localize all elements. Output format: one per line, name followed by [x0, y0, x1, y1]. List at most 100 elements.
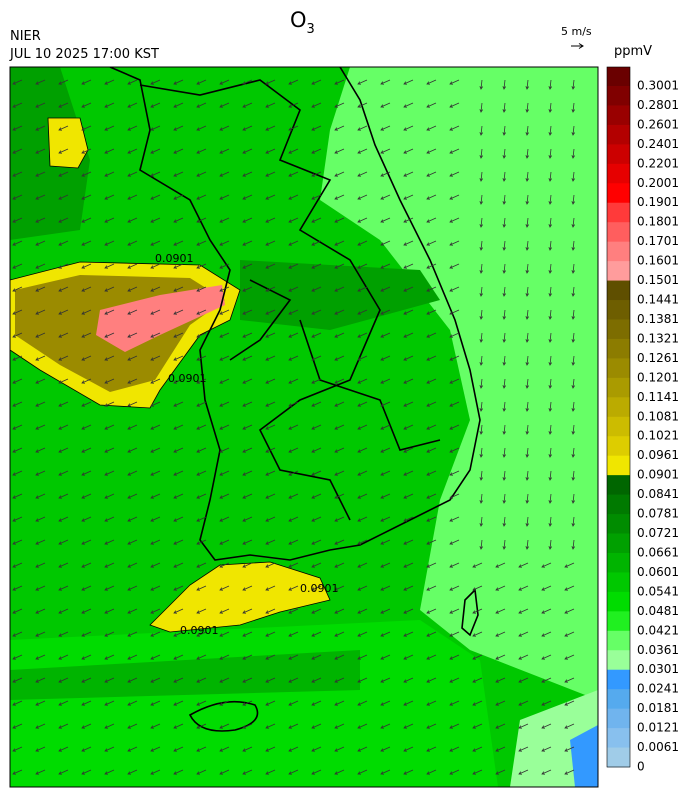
wind-arrow: [472, 585, 483, 591]
wind-arrow: [35, 217, 46, 223]
colorbar-label: 0.1081: [637, 409, 679, 423]
wind-scale-arrow: [571, 43, 584, 49]
wind-arrow: [35, 401, 46, 407]
wind-arrow: [219, 194, 230, 200]
wind-arrow: [403, 677, 414, 683]
wind-arrow: [12, 516, 23, 522]
wind-arrow: [173, 631, 184, 637]
wind-arrow: [265, 194, 276, 200]
wind-arrow: [311, 332, 322, 338]
wind-arrow: [495, 631, 506, 637]
wind-arrow: [127, 171, 138, 177]
wind-arrows: [12, 79, 576, 775]
wind-arrow: [479, 516, 484, 527]
wind-arrow: [265, 240, 276, 246]
wind-arrow: [58, 401, 69, 407]
wind-arrow: [502, 102, 507, 113]
wind-arrow: [265, 332, 276, 338]
wind-arrow: [541, 631, 552, 637]
wind-arrow: [334, 746, 345, 752]
wind-arrow: [12, 700, 23, 706]
wind-arrow: [380, 539, 391, 545]
wind-arrow: [35, 723, 46, 729]
wind-arrow: [311, 700, 322, 706]
colorbar-segment: [607, 261, 630, 282]
wind-arrow: [571, 194, 576, 205]
wind-arrow: [127, 746, 138, 752]
wind-arrow: [58, 79, 69, 85]
wind-arrow: [449, 700, 460, 706]
wind-arrow: [334, 516, 345, 522]
wind-arrow: [311, 401, 322, 407]
wind-arrow: [311, 608, 322, 614]
wind-arrow: [173, 102, 184, 108]
colorbar-label: 0.2001: [637, 176, 679, 190]
wind-arrow: [265, 102, 276, 108]
wind-arrow: [548, 332, 553, 343]
wind-arrow: [104, 79, 115, 85]
wind-arrow: [35, 309, 46, 315]
colorbar-frame: [606, 66, 631, 768]
wind-arrow: [150, 654, 161, 660]
wind-arrow: [571, 401, 576, 412]
wind-arrow: [449, 378, 460, 384]
colorbar-segment: [607, 163, 630, 184]
wind-arrow: [426, 493, 437, 499]
wind-arrow: [81, 608, 92, 614]
colorbar-label: 0.0481: [637, 604, 679, 618]
wind-arrow: [12, 585, 23, 591]
wind-arrow: [525, 194, 530, 205]
wind-arrow: [242, 470, 253, 476]
wind-arrow: [426, 309, 437, 315]
wind-arrow: [403, 286, 414, 292]
wind-arrow: [150, 677, 161, 683]
wind-arrow: [571, 493, 576, 504]
wind-arrow: [564, 585, 575, 591]
wind-arrow: [357, 401, 368, 407]
wind-arrow: [58, 631, 69, 637]
plume: [149, 561, 331, 633]
colorbar-label: 0.1321: [637, 331, 679, 345]
wind-arrow: [403, 401, 414, 407]
wind-arrow: [449, 401, 460, 407]
wind-arrow: [426, 286, 437, 292]
wind-arrow: [426, 79, 437, 85]
wind-arrow: [502, 470, 507, 481]
wind-arrow: [548, 516, 553, 527]
wind-arrow: [265, 79, 276, 85]
wind-arrow: [311, 286, 322, 292]
wind-arrow: [518, 746, 529, 752]
wind-arrow: [502, 401, 507, 412]
wind-arrow: [449, 493, 460, 499]
wind-arrow: [242, 562, 253, 568]
field-south: [10, 620, 498, 787]
wind-arrow: [196, 654, 207, 660]
wind-arrow: [12, 194, 23, 200]
wind-arrow: [403, 263, 414, 269]
wind-arrow: [12, 424, 23, 430]
wind-arrow: [81, 723, 92, 729]
wind-arrow: [242, 401, 253, 407]
wind-arrow: [311, 79, 322, 85]
wind-arrow: [449, 608, 460, 614]
wind-arrow: [58, 746, 69, 752]
colorbar-segment: [607, 533, 630, 554]
wind-arrow: [104, 378, 115, 384]
wind-arrow: [150, 539, 161, 545]
wind-arrow: [219, 332, 230, 338]
wind-arrow: [242, 125, 253, 131]
colorbar-segment: [607, 689, 630, 710]
wind-arrow: [403, 309, 414, 315]
wind-arrow: [35, 194, 46, 200]
wind-arrow: [334, 401, 345, 407]
wind-arrow: [265, 309, 276, 315]
wind-arrow: [502, 539, 507, 550]
wind-arrow: [81, 539, 92, 545]
wind-arrow: [564, 608, 575, 614]
wind-arrow: [58, 562, 69, 568]
wind-arrow: [380, 401, 391, 407]
wind-arrow: [571, 148, 576, 159]
wind-arrow: [150, 631, 161, 637]
wind-arrow: [357, 493, 368, 499]
wind-arrow: [104, 562, 115, 568]
